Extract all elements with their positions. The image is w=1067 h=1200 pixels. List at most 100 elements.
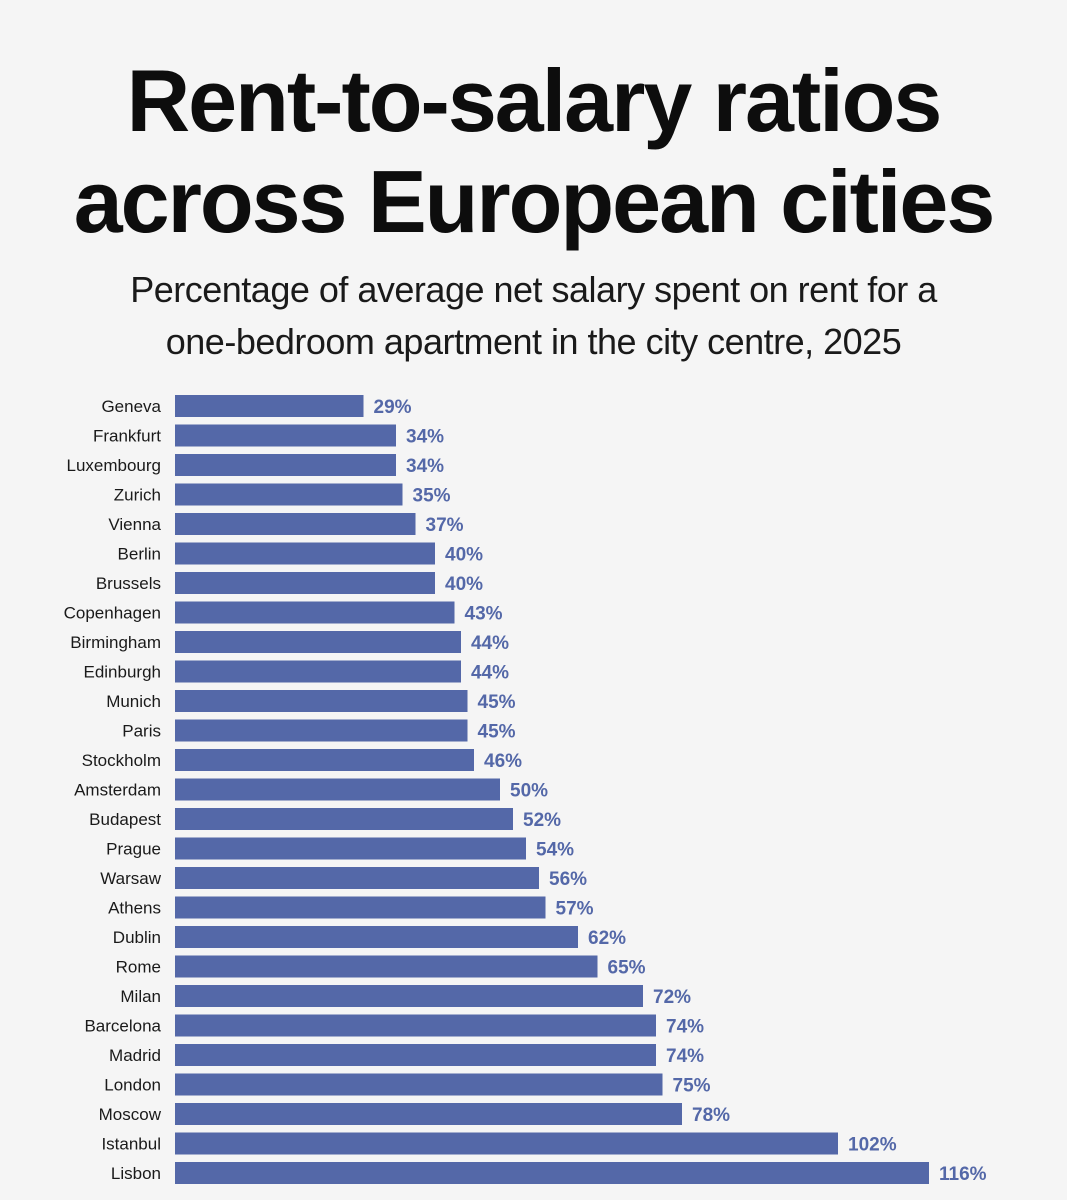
- value-label: 34%: [406, 456, 444, 477]
- category-label: Brussels: [96, 574, 161, 593]
- value-label: 116%: [939, 1164, 987, 1185]
- value-label: 44%: [471, 663, 509, 684]
- value-label: 46%: [484, 751, 522, 772]
- value-label: 34%: [406, 427, 444, 448]
- bar: [175, 926, 578, 948]
- category-label: Madrid: [109, 1046, 161, 1065]
- bar-chart: Geneva 29% Frankfurt 34% Luxembourg 34% Zurich…: [64, 395, 987, 1185]
- chart-title-line-2: across European cities: [73, 152, 996, 252]
- category-label: Milan: [120, 987, 161, 1006]
- bar-row: Milan 72%: [120, 985, 691, 1008]
- category-label: Luxembourg: [66, 456, 161, 475]
- category-label: Amsterdam: [74, 781, 161, 800]
- bar-row: Barcelona 74%: [84, 1014, 704, 1038]
- bar-row: Munich 45%: [106, 690, 516, 713]
- category-label: Dublin: [113, 928, 161, 947]
- bar: [175, 778, 500, 801]
- bar-row: Copenhagen 43%: [64, 601, 503, 625]
- value-label: 62%: [588, 928, 626, 949]
- chart-subtitle: Percentage of average net salary spent o…: [0, 264, 1067, 368]
- category-label: London: [104, 1076, 161, 1095]
- value-label: 45%: [478, 722, 516, 743]
- bar: [175, 1044, 656, 1066]
- bar-row: Madrid 74%: [109, 1044, 704, 1067]
- bar-row: Lisbon 116%: [111, 1162, 987, 1185]
- value-label: 75%: [673, 1076, 711, 1097]
- value-label: 54%: [536, 840, 574, 861]
- bar: [175, 454, 396, 476]
- bar: [175, 513, 416, 535]
- bar: [175, 955, 598, 978]
- bar-row: Dublin 62%: [113, 926, 626, 949]
- bar-row: Edinburgh 44%: [83, 660, 509, 684]
- chart-title-line-1: Rent-to-salary ratios: [126, 51, 943, 150]
- value-label: 74%: [666, 1046, 704, 1067]
- bar-row: Luxembourg 34%: [66, 454, 444, 477]
- category-label: Prague: [106, 840, 161, 859]
- bar: [175, 660, 461, 683]
- bar: [175, 719, 468, 742]
- bar-row: Amsterdam 50%: [74, 778, 548, 802]
- value-label: 40%: [445, 574, 483, 595]
- bar-row: Birmingham 44%: [70, 631, 509, 654]
- value-label: 35%: [413, 486, 451, 507]
- bar-row: Rome 65%: [116, 955, 646, 979]
- bar-row: Istanbul 102%: [101, 1132, 897, 1156]
- bar: [175, 542, 435, 565]
- value-label: 57%: [556, 899, 594, 920]
- bar-row: Athens 57%: [108, 896, 594, 920]
- value-label: 56%: [549, 869, 587, 890]
- value-label: 102%: [848, 1135, 897, 1156]
- value-label: 37%: [426, 515, 464, 536]
- bar-row: Prague 54%: [106, 837, 574, 861]
- category-label: Vienna: [108, 515, 161, 534]
- category-label: Frankfurt: [93, 427, 161, 446]
- bar: [175, 572, 435, 594]
- bar: [175, 1132, 838, 1155]
- bar: [175, 424, 396, 447]
- value-label: 74%: [666, 1017, 704, 1038]
- bar: [175, 985, 643, 1007]
- bar-row: Brussels 40%: [96, 572, 483, 595]
- category-label: Paris: [122, 722, 161, 741]
- category-label: Berlin: [118, 545, 161, 564]
- bar: [175, 483, 403, 506]
- value-label: 44%: [471, 633, 509, 654]
- category-label: Munich: [106, 692, 161, 711]
- bar-row: Stockholm 46%: [82, 749, 522, 772]
- bar-row: Warsaw 56%: [100, 867, 587, 890]
- bar-row: Moscow 78%: [99, 1103, 730, 1126]
- bar-row: Vienna 37%: [108, 513, 464, 536]
- bar-row: Paris 45%: [122, 719, 516, 743]
- category-label: Edinburgh: [83, 663, 161, 682]
- category-label: Warsaw: [100, 869, 161, 888]
- bar: [175, 808, 513, 830]
- category-label: Stockholm: [82, 751, 161, 770]
- value-label: 40%: [445, 545, 483, 566]
- bar: [175, 1073, 663, 1096]
- category-label: Rome: [116, 958, 161, 977]
- bar: [175, 1162, 929, 1184]
- value-label: 78%: [692, 1105, 730, 1126]
- bar: [175, 1103, 682, 1125]
- bar: [175, 631, 461, 653]
- bar: [175, 690, 468, 712]
- bar-row: Geneva 29%: [101, 395, 412, 418]
- bar-row: Zurich 35%: [114, 483, 451, 507]
- bar: [175, 1014, 656, 1037]
- category-label: Lisbon: [111, 1164, 161, 1183]
- bar-row: Berlin 40%: [118, 542, 483, 566]
- category-label: Geneva: [101, 397, 161, 416]
- value-label: 72%: [653, 987, 691, 1008]
- bar-row: London 75%: [104, 1073, 711, 1097]
- chart-subtitle-line-2: one-bedroom apartment in the city centre…: [165, 321, 902, 362]
- value-label: 45%: [478, 692, 516, 713]
- category-label: Barcelona: [84, 1017, 161, 1036]
- category-label: Zurich: [114, 486, 161, 505]
- category-label: Moscow: [99, 1105, 162, 1124]
- bar: [175, 395, 364, 417]
- category-label: Budapest: [89, 810, 161, 829]
- bar: [175, 896, 546, 919]
- bar: [175, 867, 539, 889]
- bar-row: Budapest 52%: [89, 808, 561, 831]
